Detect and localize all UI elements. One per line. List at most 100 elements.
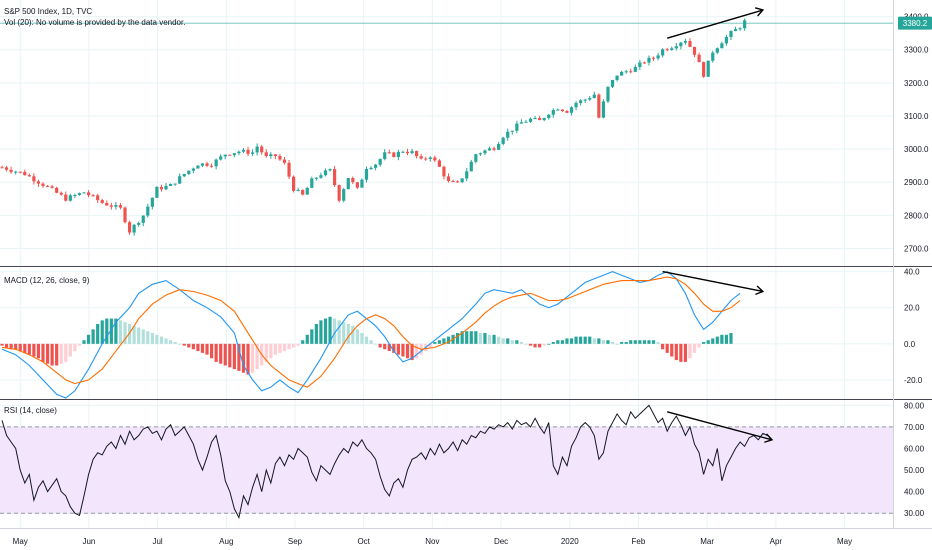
macd-hist-bar (401, 343, 405, 357)
candle (68, 193, 72, 202)
macd-hist-bar (278, 343, 282, 353)
candle (524, 119, 528, 123)
candle-body (91, 195, 95, 197)
macd-hist-bar (688, 343, 692, 359)
macd-hist-bar (200, 343, 205, 353)
macd-hist-bar (337, 320, 341, 344)
macd-hist-bar (433, 342, 437, 344)
macd-hist-bar (378, 343, 382, 348)
macd-hist-bar (182, 343, 186, 346)
candle-body (118, 205, 123, 208)
macd-hist-bar (679, 343, 683, 362)
candle-body (301, 189, 305, 195)
candle-body (214, 159, 218, 167)
macd-hist-bar (32, 343, 36, 357)
candle-body (556, 109, 560, 111)
candle-body (715, 48, 719, 53)
candle-body (588, 98, 592, 100)
candle (683, 38, 688, 45)
candle (86, 190, 91, 198)
candle-body (178, 176, 182, 184)
macd-hist-bar (342, 322, 346, 344)
candle-body (510, 130, 514, 132)
candle-body (323, 170, 328, 176)
candle-body (551, 110, 555, 115)
last-price-tag: 3380.2 (898, 16, 932, 30)
rsi-legend[interactable]: RSI (14, close) (4, 406, 57, 415)
macd-hist-bar (132, 325, 136, 344)
candle-body (159, 186, 164, 190)
candle-body (419, 156, 423, 159)
macd-hist-bar (91, 329, 95, 344)
macd-hist-bar (14, 343, 18, 350)
candle-body (724, 37, 729, 44)
candle (378, 158, 382, 167)
candle-body (374, 164, 378, 168)
candle-body (538, 118, 542, 121)
candle (282, 157, 287, 165)
candle-body (396, 151, 400, 157)
macd-hist-bar (328, 316, 332, 344)
candle (364, 166, 369, 183)
candle-body (638, 62, 642, 68)
macd-hist-bar (565, 338, 569, 344)
macd-hist-bar (141, 329, 145, 344)
macd-legend[interactable]: MACD (12, 26, close, 9) (4, 276, 90, 285)
candle (433, 155, 437, 163)
candle (18, 171, 22, 174)
macd-hist-bar (647, 340, 651, 344)
candle-body (674, 46, 678, 49)
candle (45, 185, 50, 187)
candle (155, 186, 159, 198)
candle (291, 175, 296, 193)
candle (260, 144, 264, 155)
candle (465, 168, 469, 182)
candle (118, 202, 123, 210)
candle-body (45, 185, 50, 187)
candle (492, 146, 496, 152)
macd-hist-bar (442, 338, 446, 344)
candle-body (223, 154, 227, 157)
candle-body (332, 169, 337, 186)
candle-body (743, 20, 747, 29)
marks-layer (0, 7, 893, 519)
candle (565, 109, 569, 114)
candle-body (27, 175, 31, 177)
candle-body (14, 171, 18, 173)
candle-body (100, 200, 104, 203)
candle (483, 149, 487, 156)
candle (519, 119, 523, 124)
candle (588, 96, 592, 102)
macd-hist-bar (86, 334, 91, 344)
candle-body (18, 171, 22, 173)
candle (510, 130, 514, 135)
macd-hist-bar (556, 340, 560, 344)
candle (487, 146, 492, 151)
macd-hist-bar (237, 343, 241, 371)
candle-body (150, 197, 154, 207)
macd-hist-bar (729, 333, 733, 344)
candle-body (606, 86, 610, 102)
candle-body (241, 149, 246, 152)
candle-body (228, 154, 232, 156)
candle (592, 91, 596, 99)
symbol-legend[interactable]: S&P 500 Index, 1D, TVC (4, 7, 92, 16)
candle-body (620, 71, 624, 76)
candle-body (287, 162, 291, 177)
price-trend-arrow (666, 9, 764, 39)
candle (328, 168, 332, 172)
candle-body (405, 151, 410, 154)
candle (269, 152, 273, 159)
candle-body (647, 57, 651, 63)
candle (164, 183, 168, 191)
macd-hist-bar (651, 340, 656, 344)
macd-hist-bar (456, 333, 460, 344)
candle-body (246, 149, 250, 154)
candle-body (610, 80, 615, 87)
y-tick-label: 30.00 (904, 509, 925, 518)
candle (114, 201, 118, 210)
macd-hist-bar (446, 336, 451, 344)
candle (528, 117, 533, 123)
